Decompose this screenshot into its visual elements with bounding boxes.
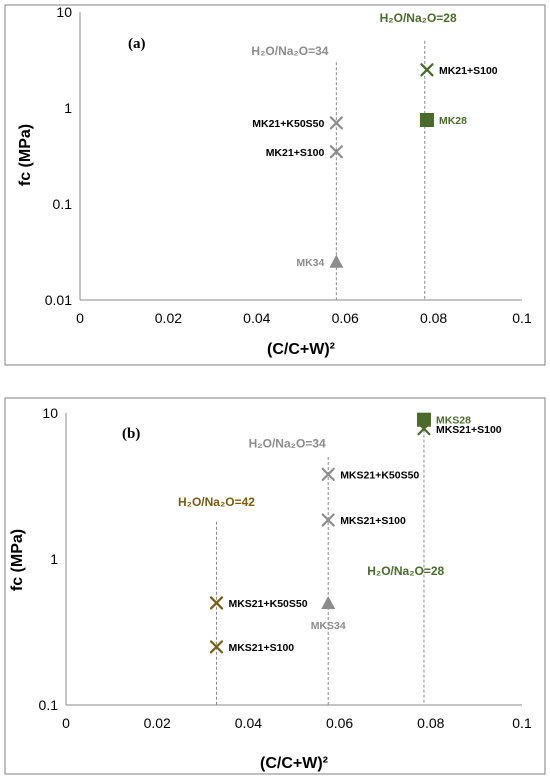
y-tick-label: 0.01 [45,292,72,308]
ratio-annotation: H₂O/Na₂O=42 [178,495,255,509]
point-label: MKS28 [436,415,471,427]
x-tick-label: 0 [76,310,84,326]
x-tick-label: 0.08 [417,715,444,731]
x-marker-point [420,63,434,77]
panel-label: (b) [122,426,140,442]
x-marker-point [209,640,224,654]
x-tick-label: 0.02 [155,310,182,326]
x-marker-point [329,116,343,130]
x-tick-label: 0.06 [332,310,359,326]
y-tick-label: 10 [56,4,72,20]
x-tick-label: 0.04 [243,310,270,326]
point-label: MKS21+S100 [436,424,502,436]
x-axis-label: (C/C+W)² [267,341,335,358]
point-label: MK21+S100 [439,65,498,77]
y-tick-label: 1 [50,551,58,567]
square-marker-point [419,112,434,127]
chart-panel-a: 0 0.02 0.04 0.06 0.08 0.1 0.01 0.1 1 10 fc (MPa) (C… [4,4,546,366]
x-marker-point [321,467,335,481]
y-tick-label: 1 [64,100,72,116]
point-label: MKS34 [311,620,346,632]
y-tick-label: 0.1 [39,697,59,713]
x-marker-point [321,513,335,527]
triangle-marker-point [321,595,336,609]
ratio-annotation: H₂O/Na₂O=34 [251,44,328,58]
x-tick-label: 0.02 [144,715,171,731]
x-marker-point [209,596,224,610]
point-label: MK21+S100 [266,147,325,159]
chart-panel-b: 0 0.02 0.04 0.06 0.08 0.1 0.1 1 10 fc (MPa) (C/C+W… [4,397,546,775]
point-label: MK34 [296,257,324,269]
point-label: MK28 [439,115,467,127]
point-label: MKS21+S100 [340,515,406,527]
ratio-annotation: H₂O/Na₂O=28 [367,564,444,578]
x-tick-label: 0.1 [512,715,532,731]
y-tick-label: 0.1 [53,196,73,212]
square-marker-point [416,412,431,427]
point-label: MKS21+K50S50 [228,598,307,610]
panel-label: (a) [128,36,146,52]
x-axis-label: (C/C+W)² [260,755,328,772]
point-label: MK21+K50S50 [252,118,324,130]
chart-frame [4,397,546,775]
y-axis-label: fc (MPa) [17,124,34,186]
x-tick-label: 0.08 [420,310,447,326]
x-tick-label: 0.04 [235,715,262,731]
ratio-annotation: H₂O/Na₂O=34 [249,437,326,451]
x-marker-point [329,145,343,159]
x-marker-point [417,422,431,436]
triangle-marker-point [329,254,344,268]
y-tick-label: 10 [42,405,58,421]
y-axis-label: fc (MPa) [9,529,26,591]
point-label: MKS21+S100 [228,642,294,654]
chart-frame [4,4,546,366]
x-tick-label: 0.1 [512,310,532,326]
ratio-annotation: H₂O/Na₂O=28 [380,11,457,25]
x-tick-label: 0.06 [326,715,353,731]
point-label: MKS21+K50S50 [340,469,419,481]
x-tick-label: 0 [62,715,70,731]
